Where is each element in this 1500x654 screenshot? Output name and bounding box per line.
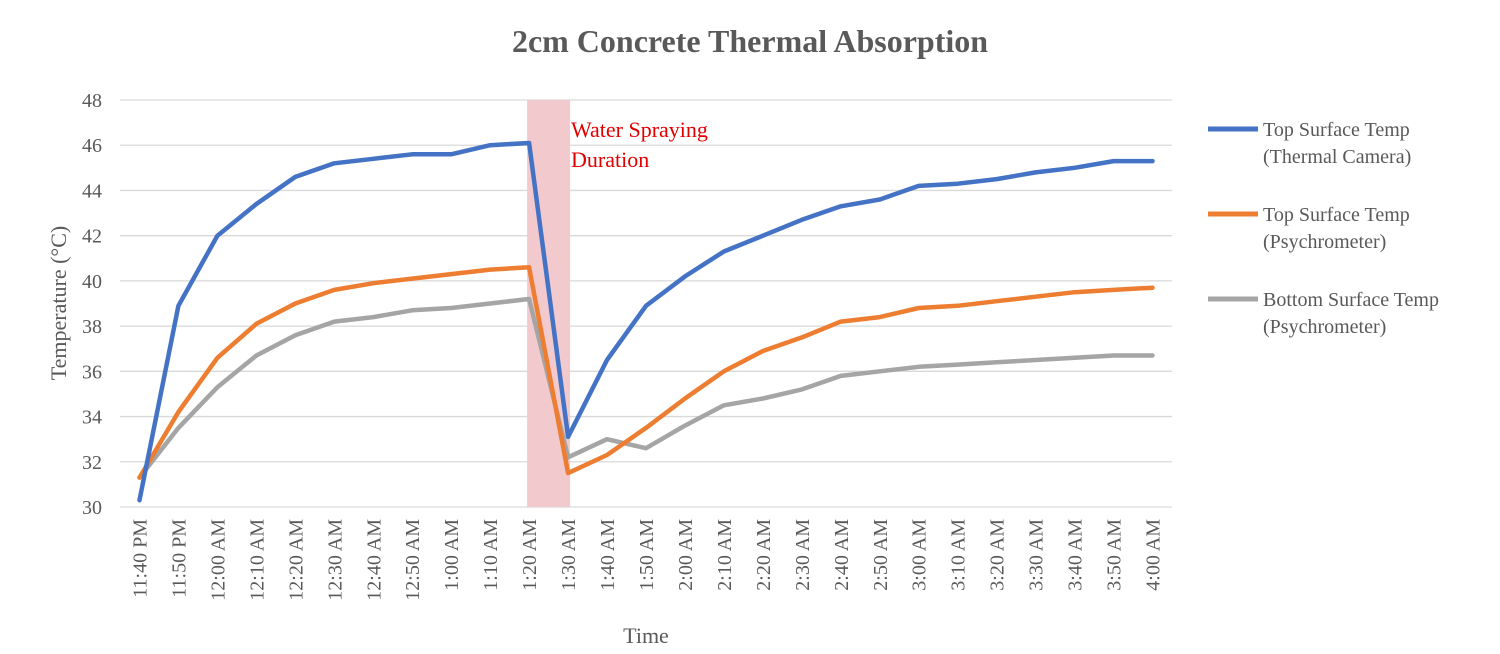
y-tick-label: 32: [82, 452, 102, 474]
x-tick-label: 4:00 AM: [1143, 519, 1165, 591]
x-tick-label: 12:10 AM: [246, 519, 268, 601]
x-tick-label: 1:00 AM: [441, 519, 463, 591]
series-line-bottom-psychrometer: [137, 296, 1155, 480]
y-tick-label: 40: [82, 271, 102, 293]
x-tick-label: 2:30 AM: [792, 519, 814, 591]
x-tick-label: 11:40 PM: [129, 519, 151, 598]
y-axis-ticks: 30 32 34 36 38 40 42 44 46 48: [82, 90, 102, 519]
x-tick-label: 1:10 AM: [480, 519, 502, 591]
x-tick-label: 1:50 AM: [636, 519, 658, 591]
x-tick-label: 2:20 AM: [753, 519, 775, 591]
y-tick-label: 42: [82, 226, 102, 248]
x-tick-label: 3:20 AM: [987, 519, 1009, 591]
x-tick-label: 1:20 AM: [519, 519, 541, 591]
x-tick-label: 3:30 AM: [1026, 519, 1048, 591]
series-lines: [137, 140, 1155, 503]
y-tick-label: 34: [82, 407, 102, 429]
annotation-label-line2: Duration: [571, 147, 649, 172]
gridlines: [120, 99, 1172, 508]
y-axis-label: Temperature (°C): [46, 226, 71, 380]
x-tick-label: 3:40 AM: [1065, 519, 1087, 591]
x-tick-label: 1:30 AM: [558, 519, 580, 591]
x-tick-label: 12:20 AM: [285, 519, 307, 601]
x-tick-label: 2:40 AM: [831, 519, 853, 591]
x-tick-label: 2:10 AM: [714, 519, 736, 591]
x-tick-label: 12:40 AM: [363, 519, 385, 601]
x-tick-label: 11:50 PM: [168, 519, 190, 598]
x-tick-label: 2:00 AM: [675, 519, 697, 591]
x-axis-ticks: 11:40 PM 11:50 PM 12:00 AM 12:10 AM 12:20 AM…: [129, 519, 1164, 601]
x-tick-label: 12:30 AM: [324, 519, 346, 601]
series-line-top-psychrometer: [137, 265, 1155, 480]
legend-label-bottom-psychrometer-line2: (Psychrometer): [1263, 316, 1386, 338]
legend-label-thermal-camera-line2: (Thermal Camera): [1263, 146, 1411, 168]
series-line-thermal-camera: [137, 140, 1155, 503]
legend-label-thermal-camera-line1: Top Surface Temp: [1263, 119, 1410, 141]
legend-label-bottom-psychrometer-line1: Bottom Surface Temp: [1263, 289, 1439, 311]
x-tick-label: 12:50 AM: [402, 519, 424, 601]
y-tick-label: 48: [82, 90, 102, 112]
x-tick-label: 12:00 AM: [207, 519, 229, 601]
x-tick-label: 3:10 AM: [948, 519, 970, 591]
x-tick-label: 2:50 AM: [870, 519, 892, 591]
annotation-label-line1: Water Spraying: [571, 117, 708, 142]
chart-title: 2cm Concrete Thermal Absorption: [512, 23, 988, 59]
y-tick-label: 46: [82, 135, 102, 157]
y-tick-label: 36: [82, 361, 102, 383]
x-tick-label: 3:50 AM: [1104, 519, 1126, 591]
y-tick-label: 44: [82, 180, 102, 202]
legend-label-top-psychrometer-line2: (Psychrometer): [1263, 231, 1386, 253]
legend: Top Surface Temp (Thermal Camera) Top Su…: [1208, 119, 1439, 338]
x-axis-label: Time: [623, 623, 669, 648]
y-tick-label: 38: [82, 316, 102, 338]
x-tick-label: 3:00 AM: [909, 519, 931, 591]
legend-label-top-psychrometer-line1: Top Surface Temp: [1263, 204, 1410, 226]
x-tick-label: 1:40 AM: [597, 519, 619, 591]
y-tick-label: 30: [82, 497, 102, 519]
